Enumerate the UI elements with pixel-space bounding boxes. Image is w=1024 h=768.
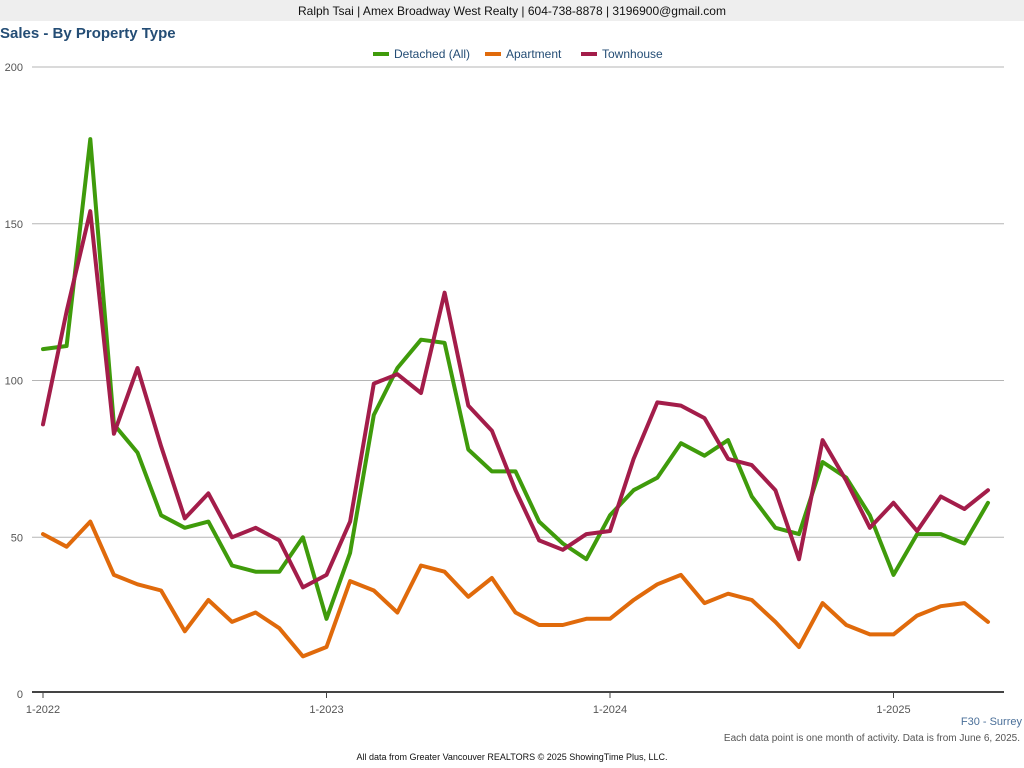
y-tick-label: 200	[5, 62, 23, 74]
series-line-apartment	[41, 519, 990, 659]
x-tick-label: 1-2023	[309, 704, 343, 716]
footer-credit: All data from Greater Vancouver REALTORS…	[356, 752, 668, 762]
y-tick-label: 150	[5, 219, 23, 231]
series-line-townhouse	[41, 209, 990, 590]
contact-header: Ralph Tsai | Amex Broadway West Realty |…	[0, 0, 1024, 21]
legend-label: Apartment	[506, 47, 562, 61]
x-tick-label: 1-2022	[26, 704, 60, 716]
y-tick-label: 100	[5, 376, 23, 388]
series-line-detached-all	[41, 137, 990, 621]
chart-title: Sales - By Property Type	[0, 25, 176, 42]
region-label: F30 - Surrey	[960, 716, 1022, 728]
data-note: Each data point is one month of activity…	[723, 733, 1020, 744]
y-tick-label: 0	[17, 689, 23, 701]
legend-label: Townhouse	[602, 47, 663, 61]
y-tick-label: 50	[11, 532, 23, 544]
x-tick-label: 1-2025	[876, 704, 910, 716]
x-tick-label: 1-2024	[593, 704, 627, 716]
legend-label: Detached (All)	[394, 47, 470, 61]
